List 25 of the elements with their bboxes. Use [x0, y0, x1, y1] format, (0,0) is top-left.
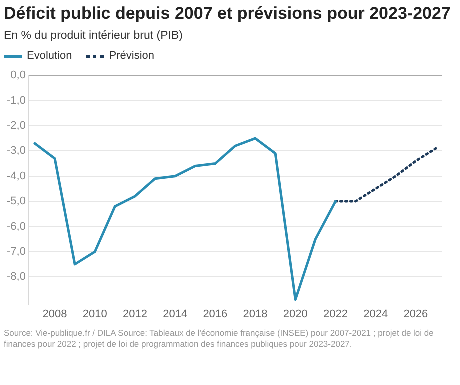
y-tick-label: -5,0 [6, 196, 26, 208]
x-tick-label: 2012 [122, 308, 148, 320]
x-tick-label: 2008 [42, 308, 68, 320]
x-tick-label: 2010 [82, 308, 108, 320]
y-tick-label: -2,0 [6, 120, 26, 132]
line-series [334, 147, 438, 203]
y-tick-label: -1,0 [6, 94, 26, 107]
legend-label: Prévision [109, 50, 155, 62]
y-tick-label: -3,0 [6, 145, 26, 158]
y-tick-label: 0,0 [10, 70, 26, 82]
x-tick-label: 2024 [364, 308, 388, 320]
y-tick-label: -8,0 [6, 271, 26, 284]
y-tick-label: -7,0 [6, 246, 26, 258]
x-tick-label: 2022 [323, 308, 348, 320]
y-tick-label: -4,0 [6, 170, 26, 182]
source-note: Source: Vie-publique.fr / DILA Source: Tableaux de l'économie française (INSEE) pour 2007-2021 ; projet de loi de finances pour 2022 ; projet de loi de programmation des finances publiques pour 2023-2027. [4, 328, 435, 350]
x-tick-label: 2026 [404, 308, 428, 320]
x-tick-label: 2016 [203, 308, 228, 320]
legend-label: Evolution [27, 50, 72, 62]
x-tick-label: 2020 [283, 308, 308, 320]
chart-subtitle: En % du produit intérieur brut (PIB) [4, 30, 184, 42]
x-tick-label: 2018 [243, 308, 268, 320]
chart-title: Déficit public depuis 2007 et prévisions pour 2023-2027 [4, 4, 452, 24]
x-tick-label: 2014 [163, 308, 188, 320]
y-tick-label: -6,0 [6, 220, 26, 233]
